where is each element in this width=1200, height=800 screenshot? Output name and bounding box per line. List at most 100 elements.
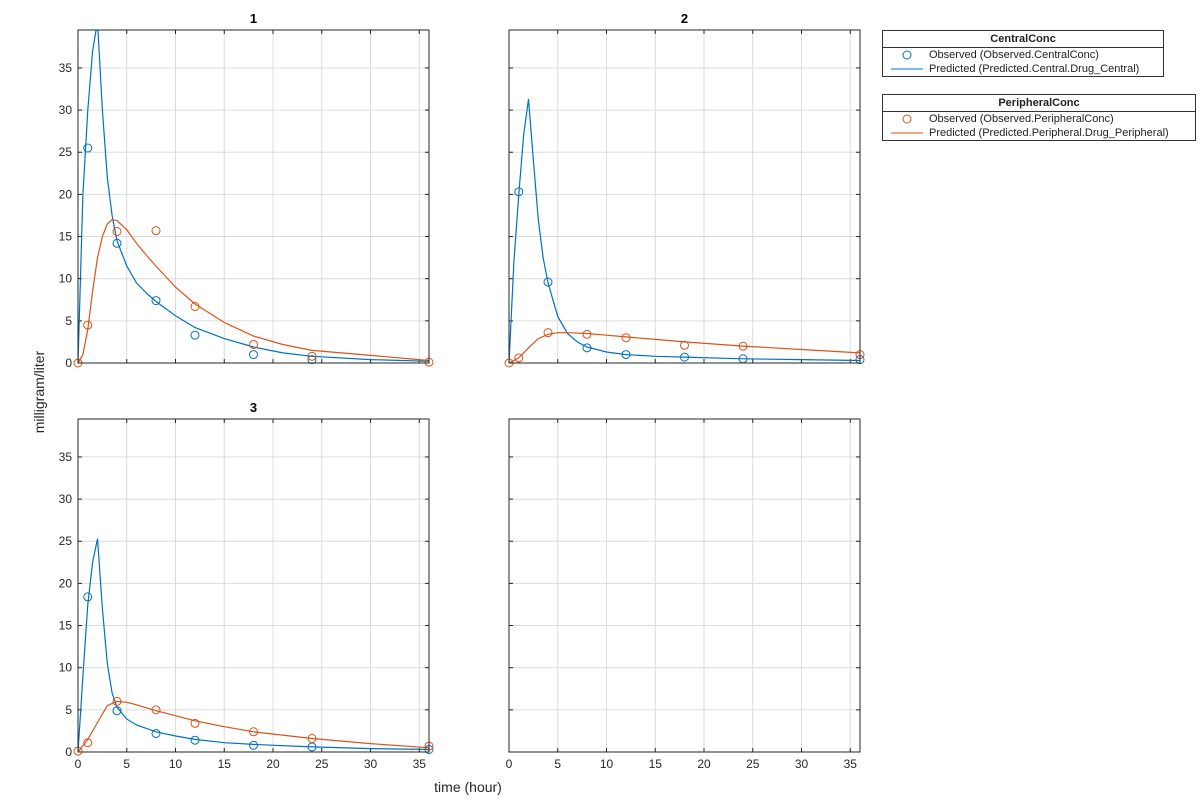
data-point — [543, 277, 553, 287]
x-tick-label: 0 — [75, 757, 82, 771]
data-point — [680, 340, 689, 350]
x-tick-label: 30 — [364, 757, 378, 771]
x-tick-label: 30 — [795, 757, 809, 771]
y-tick-label: 35 — [59, 61, 73, 75]
plot-area — [78, 30, 429, 363]
y-tick-label: 15 — [59, 619, 73, 633]
legend-line-marker — [891, 68, 923, 70]
data-point — [621, 350, 631, 360]
data-point — [307, 351, 317, 361]
series-line — [78, 219, 429, 363]
data-point — [83, 143, 93, 153]
y-axis-label: milligram/liter — [31, 350, 47, 433]
y-tick-label: 5 — [65, 703, 72, 717]
y-tick-label: 35 — [59, 450, 73, 464]
x-tick-label: 10 — [169, 757, 183, 771]
subplot-4: 0 5 10 15 20 25 30 35 — [506, 418, 861, 771]
y-tick-label: 0 — [65, 745, 72, 759]
data-point — [249, 740, 258, 750]
y-tick-label: 30 — [59, 492, 73, 506]
data-point — [582, 329, 592, 339]
y-tick-label: 20 — [59, 576, 73, 590]
data-point — [151, 705, 161, 715]
data-point — [151, 226, 161, 236]
y-tick-label: 15 — [59, 230, 73, 244]
series-line — [78, 538, 429, 752]
legend-entry-predicted-peripheral: Predicted (Predicted.Peripheral.Drug_Per… — [883, 126, 1195, 140]
data-point — [112, 706, 122, 716]
data-point — [307, 355, 317, 365]
legend-entry-label: Observed (Observed.PeripheralConc) — [929, 113, 1114, 125]
axes-frame — [508, 418, 861, 753]
plot-area — [78, 419, 429, 752]
x-tick-label: 15 — [649, 757, 663, 771]
data-point — [680, 352, 689, 362]
data-point — [190, 735, 200, 745]
series-layer — [509, 99, 860, 363]
series-line — [78, 700, 429, 752]
data-point — [543, 328, 553, 338]
y-tick-label: 5 — [65, 314, 72, 328]
y-tick-label: 30 — [59, 103, 73, 117]
axes-frame — [77, 29, 430, 364]
legend-line-marker — [891, 132, 923, 134]
y-tick-label: 25 — [59, 534, 73, 548]
data-point — [249, 339, 258, 349]
series-line — [509, 332, 860, 363]
legend-peripheral-conc: PeripheralConc Observed (Observed.Periph… — [882, 94, 1196, 141]
x-tick-label: 5 — [123, 757, 130, 771]
x-tick-label: 20 — [266, 757, 280, 771]
x-tick-label: 0 — [506, 757, 513, 771]
x-tick-label: 5 — [554, 757, 561, 771]
x-tick-label: 15 — [218, 757, 232, 771]
data-point — [249, 727, 258, 737]
series-line — [78, 30, 429, 363]
legend-entry-label: Observed (Observed.CentralConc) — [929, 49, 1099, 61]
data-point — [582, 343, 592, 353]
data-point — [83, 592, 93, 602]
data-point — [249, 350, 258, 360]
data-point — [83, 738, 93, 748]
data-point — [190, 718, 200, 728]
subplot-2: 2 — [504, 11, 865, 368]
x-tick-label: 35 — [844, 757, 858, 771]
data-point — [621, 333, 631, 343]
plot-area — [509, 419, 860, 752]
y-tick-label: 25 — [59, 145, 73, 159]
x-axis-label: time (hour) — [434, 779, 502, 795]
series-line — [509, 99, 860, 363]
x-tick-label: 10 — [600, 757, 614, 771]
data-point — [112, 238, 122, 248]
subplot-title: 1 — [250, 11, 257, 26]
data-point — [112, 226, 122, 236]
series-layer — [78, 538, 429, 752]
legend-entry-label: Predicted (Predicted.Peripheral.Drug_Per… — [929, 127, 1169, 139]
series-layer — [78, 30, 429, 363]
data-point — [83, 320, 93, 330]
x-tick-label: 35 — [413, 757, 427, 771]
legend-entry-observed-central: Observed (Observed.CentralConc) — [883, 48, 1163, 62]
plot-area — [509, 30, 860, 363]
subplot-1: 0 5 10 15 20 25 30 35 1 — [59, 11, 434, 370]
legend-entry-label: Predicted (Predicted.Central.Drug_Centra… — [929, 63, 1140, 75]
data-point — [514, 187, 524, 197]
data-point — [151, 728, 161, 738]
data-point — [514, 353, 524, 363]
data-point — [190, 302, 200, 312]
legend-title: PeripheralConc — [883, 95, 1195, 112]
y-tick-label: 10 — [59, 661, 73, 675]
y-tick-label: 0 — [65, 356, 72, 370]
subplot-title: 3 — [250, 400, 257, 415]
x-tick-label: 25 — [746, 757, 760, 771]
legend-entry-observed-peripheral: Observed (Observed.PeripheralConc) — [883, 112, 1195, 126]
y-tick-label: 20 — [59, 187, 73, 201]
y-tick-label: 10 — [59, 272, 73, 286]
data-point — [738, 341, 748, 351]
data-point — [307, 734, 317, 744]
axes-frame — [77, 418, 430, 753]
data-point — [112, 696, 122, 706]
legend-entry-predicted-central: Predicted (Predicted.Central.Drug_Centra… — [883, 62, 1163, 76]
data-point — [190, 330, 200, 340]
legend-central-conc: CentralConc Observed (Observed.CentralCo… — [882, 30, 1164, 77]
